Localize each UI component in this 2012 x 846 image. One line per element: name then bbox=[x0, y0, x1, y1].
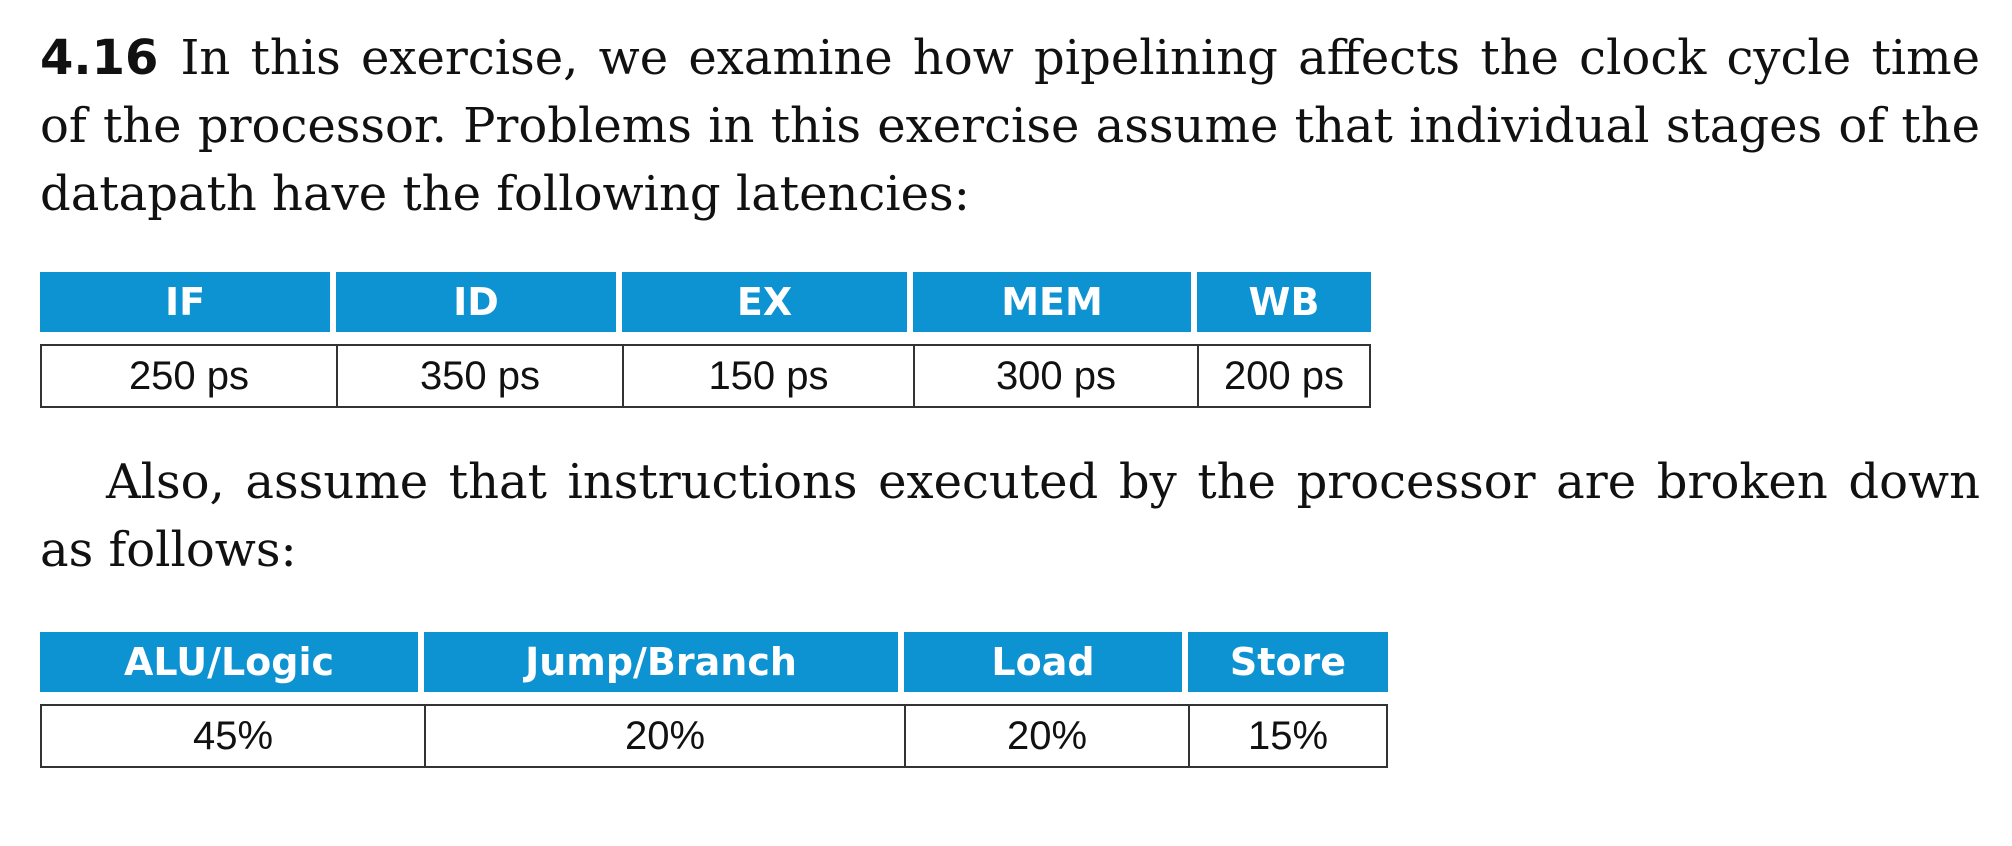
latency-header-mem: MEM bbox=[913, 272, 1197, 344]
latency-header-id: ID bbox=[336, 272, 622, 344]
latency-header-ex: EX bbox=[622, 272, 913, 344]
mix-header-load: Load bbox=[904, 632, 1188, 704]
exercise-number: 4.16 bbox=[40, 30, 159, 86]
instruction-mix-paragraph: Also, assume that instructions executed … bbox=[40, 454, 1980, 578]
mix-value-store: 15% bbox=[1188, 704, 1388, 768]
mix-value-jump-branch: 20% bbox=[424, 704, 904, 768]
instruction-mix-table: ALU/Logic Jump/Branch Load Store 45% 20%… bbox=[40, 632, 1388, 768]
mix-header-jump-branch: Jump/Branch bbox=[424, 632, 904, 704]
mix-header-row: ALU/Logic Jump/Branch Load Store bbox=[40, 632, 1388, 704]
mix-header-alu-logic: ALU/Logic bbox=[40, 632, 424, 704]
latency-value-row: 250 ps 350 ps 150 ps 300 ps 200 ps bbox=[40, 344, 1371, 408]
mix-header-store: Store bbox=[1188, 632, 1388, 704]
mix-value-row: 45% 20% 20% 15% bbox=[40, 704, 1388, 768]
latency-value-ex: 150 ps bbox=[622, 344, 913, 408]
stage-latency-table: IF ID EX MEM WB 250 ps 350 ps 150 ps 300… bbox=[40, 272, 1371, 408]
latency-value-wb: 200 ps bbox=[1197, 344, 1371, 408]
latency-value-mem: 300 ps bbox=[913, 344, 1197, 408]
exercise-page: 4.16 In this exercise, we examine how pip… bbox=[40, 24, 1980, 768]
exercise-intro-paragraph: 4.16 In this exercise, we examine how pip… bbox=[40, 24, 1980, 228]
mix-value-load: 20% bbox=[904, 704, 1188, 768]
mix-value-alu-logic: 45% bbox=[40, 704, 424, 768]
latency-header-row: IF ID EX MEM WB bbox=[40, 272, 1371, 344]
latency-header-if: IF bbox=[40, 272, 336, 344]
latency-value-if: 250 ps bbox=[40, 344, 336, 408]
exercise-intro-text: In this exercise, we examine how pipelin… bbox=[40, 30, 1980, 222]
latency-value-id: 350 ps bbox=[336, 344, 622, 408]
latency-header-wb: WB bbox=[1197, 272, 1371, 344]
